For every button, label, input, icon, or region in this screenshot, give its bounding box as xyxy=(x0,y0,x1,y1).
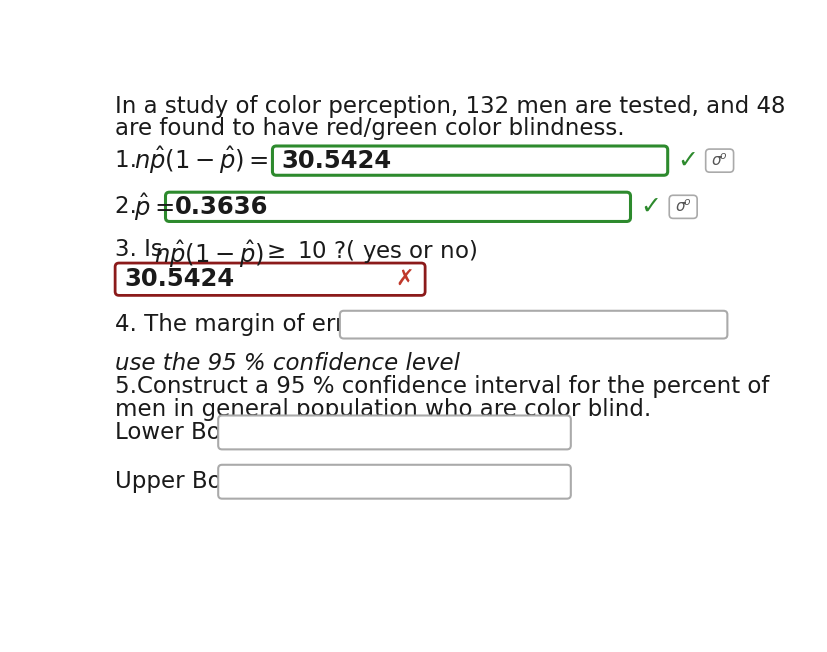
Text: $\sigma^{\!o}$: $\sigma^{\!o}$ xyxy=(710,153,727,169)
FancyBboxPatch shape xyxy=(115,263,424,295)
Text: $\hat{p}=$: $\hat{p}=$ xyxy=(134,191,174,222)
Text: 4. The margin of error is: 4. The margin of error is xyxy=(115,313,393,336)
Text: ✓: ✓ xyxy=(639,195,660,219)
Text: 0.3636: 0.3636 xyxy=(174,195,268,219)
Text: 1.: 1. xyxy=(115,149,144,172)
FancyBboxPatch shape xyxy=(272,146,667,175)
FancyBboxPatch shape xyxy=(165,192,629,222)
Text: $n\hat{p}(1-\hat{p})$: $n\hat{p}(1-\hat{p})$ xyxy=(154,239,264,270)
Text: $\geq$ 10 ?( yes or no): $\geq$ 10 ?( yes or no) xyxy=(262,239,476,265)
Text: 30.5424: 30.5424 xyxy=(124,267,234,291)
FancyBboxPatch shape xyxy=(668,196,696,218)
Text: are found to have red/green color blindness.: are found to have red/green color blindn… xyxy=(115,117,624,140)
FancyBboxPatch shape xyxy=(705,149,733,172)
Text: men in general population who are color blind.: men in general population who are color … xyxy=(115,398,651,421)
Text: Upper Bound: Upper Bound xyxy=(115,470,265,493)
Text: 30.5424: 30.5424 xyxy=(281,149,391,173)
FancyBboxPatch shape xyxy=(218,415,570,449)
Text: ✓: ✓ xyxy=(676,149,697,173)
FancyBboxPatch shape xyxy=(339,311,726,338)
Text: 5.Construct a 95 % confidence interval for the percent of: 5.Construct a 95 % confidence interval f… xyxy=(115,375,768,398)
Text: $\sigma^{\!o}$: $\sigma^{\!o}$ xyxy=(674,198,691,215)
Text: $n\hat{p}(1-\hat{p})=$: $n\hat{p}(1-\hat{p})=$ xyxy=(134,145,269,177)
Text: use the 95 % confidence level: use the 95 % confidence level xyxy=(115,351,460,375)
Text: Lower Bound: Lower Bound xyxy=(115,421,265,444)
Text: 3. Is: 3. Is xyxy=(115,239,170,261)
Text: ✗: ✗ xyxy=(394,269,413,289)
FancyBboxPatch shape xyxy=(218,465,570,499)
Text: In a study of color perception, 132 men are tested, and 48: In a study of color perception, 132 men … xyxy=(115,95,785,118)
Text: 2.: 2. xyxy=(115,196,144,218)
